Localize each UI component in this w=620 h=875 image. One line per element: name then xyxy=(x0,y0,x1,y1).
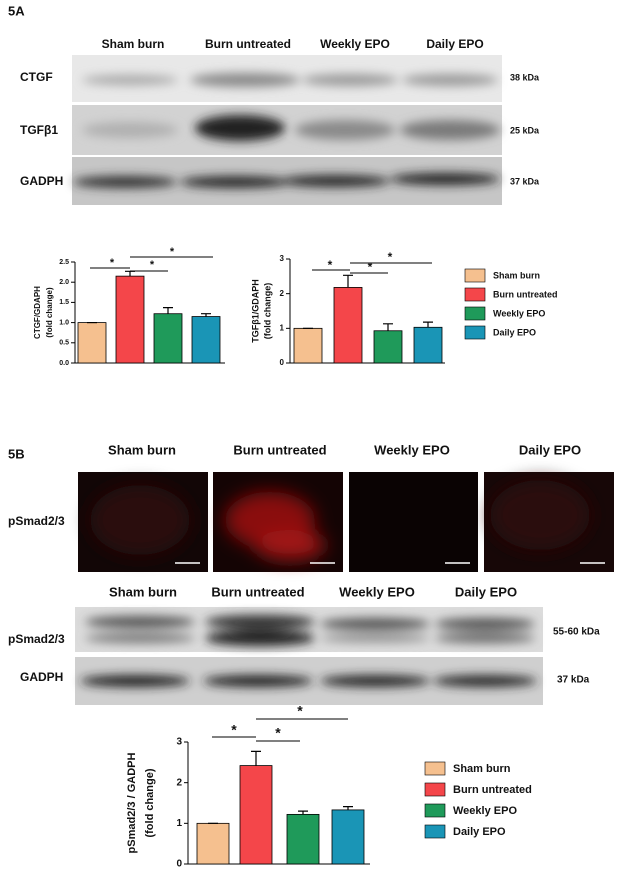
bar xyxy=(413,326,443,364)
error-bar xyxy=(125,270,135,277)
error-bar xyxy=(163,307,173,314)
y-tick-label: 1 xyxy=(280,323,285,332)
y-axis-label: TGFβ1/GDAPH xyxy=(250,279,260,343)
y-tick-label: 0.5 xyxy=(59,340,69,347)
legend-label: Burn untreated xyxy=(493,289,558,299)
error-bar xyxy=(298,810,308,815)
error-bar xyxy=(383,323,393,331)
significance-star: * xyxy=(388,250,393,264)
error-bar xyxy=(343,806,353,810)
bar xyxy=(239,765,273,865)
bar xyxy=(373,330,403,364)
legend-label: Sham burn xyxy=(453,763,511,775)
y-tick-label: 3 xyxy=(176,737,182,748)
blots-a xyxy=(72,55,502,205)
blot-size: 38 kDa xyxy=(510,72,540,82)
bar xyxy=(331,809,365,865)
stain-images xyxy=(78,472,614,572)
significance-star: * xyxy=(231,722,237,738)
legend-swatch xyxy=(424,761,446,776)
y-axis-label: (fold change) xyxy=(144,768,156,837)
group-header: Sham burn xyxy=(102,37,165,51)
legend-swatch xyxy=(424,782,446,797)
bar xyxy=(293,327,323,364)
group-header: Burn untreated xyxy=(205,37,291,51)
group-header: Sham burn xyxy=(108,442,176,457)
bar xyxy=(115,275,145,364)
group-header: Burn untreated xyxy=(233,442,326,457)
blot-label: GADPH xyxy=(20,174,63,188)
group-header: Weekly EPO xyxy=(339,584,415,599)
group-header: Weekly EPO xyxy=(320,37,390,51)
blot-size: 55-60 kDa xyxy=(553,627,600,638)
bar xyxy=(196,822,230,865)
y-tick-label: 0.0 xyxy=(59,360,69,367)
significance-star: * xyxy=(297,703,303,719)
blot-size: 37 kDa xyxy=(557,675,590,686)
legend-swatch xyxy=(464,268,486,283)
legend-label: Weekly EPO xyxy=(453,805,517,817)
legend-label: Burn untreated xyxy=(453,784,532,796)
blot-size: 25 kDa xyxy=(510,125,540,135)
y-axis-label: CTGF/GDAPH xyxy=(33,286,42,339)
y-tick-label: 3 xyxy=(280,254,285,263)
blot-label: GADPH xyxy=(20,670,63,684)
blots-b xyxy=(75,607,543,705)
stain-label: pSmad2/3 xyxy=(8,514,65,528)
y-tick-label: 1.0 xyxy=(59,319,69,326)
legend-label: Weekly EPO xyxy=(493,308,545,318)
group-header: Burn untreated xyxy=(211,584,304,599)
group-header: Sham burn xyxy=(109,584,177,599)
y-axis-label: (fold change) xyxy=(262,283,272,340)
y-axis-label: pSmad2/3 / GADPH xyxy=(126,753,138,854)
bar xyxy=(153,313,183,364)
y-tick-label: 2.0 xyxy=(59,279,69,286)
group-header: Weekly EPO xyxy=(374,442,450,457)
significance-star: * xyxy=(368,260,373,274)
bar xyxy=(191,316,221,364)
error-bar xyxy=(251,750,261,766)
legend-swatch xyxy=(424,824,446,839)
y-tick-label: 2 xyxy=(280,289,285,298)
significance-star: * xyxy=(150,259,155,271)
bar xyxy=(77,322,107,364)
significance-star: * xyxy=(170,246,175,258)
legend-label: Daily EPO xyxy=(453,826,506,838)
significance-star: * xyxy=(110,257,115,269)
panel-label: 5A xyxy=(8,3,25,18)
bar xyxy=(286,813,320,865)
y-tick-label: 1 xyxy=(176,818,182,829)
error-bar xyxy=(201,313,211,317)
group-header: Daily EPO xyxy=(519,442,581,457)
significance-star: * xyxy=(328,258,333,272)
y-tick-label: 0 xyxy=(176,859,182,870)
group-header: Daily EPO xyxy=(455,584,517,599)
legend-label: Sham burn xyxy=(493,270,540,280)
legend-swatch xyxy=(464,306,486,321)
y-tick-label: 1.5 xyxy=(59,299,69,306)
y-tick-label: 0 xyxy=(280,358,285,367)
legend-label: Daily EPO xyxy=(493,327,536,337)
legend-swatch xyxy=(424,803,446,818)
legend-swatch xyxy=(464,287,486,302)
y-tick-label: 2 xyxy=(176,777,182,788)
significance-star: * xyxy=(275,725,281,741)
panel-label: 5B xyxy=(8,446,25,461)
group-header: Daily EPO xyxy=(426,37,483,51)
error-bar xyxy=(343,274,353,288)
legend-swatch xyxy=(464,325,486,340)
blot-label: pSmad2/3 xyxy=(8,632,65,646)
blot-label: TGFβ1 xyxy=(20,123,58,137)
blot-label: CTGF xyxy=(20,70,53,84)
blot-size: 37 kDa xyxy=(510,176,540,186)
y-tick-label: 2.5 xyxy=(59,259,69,266)
error-bar xyxy=(423,321,433,328)
bar xyxy=(333,287,363,364)
y-axis-label: (fold change) xyxy=(45,287,54,338)
